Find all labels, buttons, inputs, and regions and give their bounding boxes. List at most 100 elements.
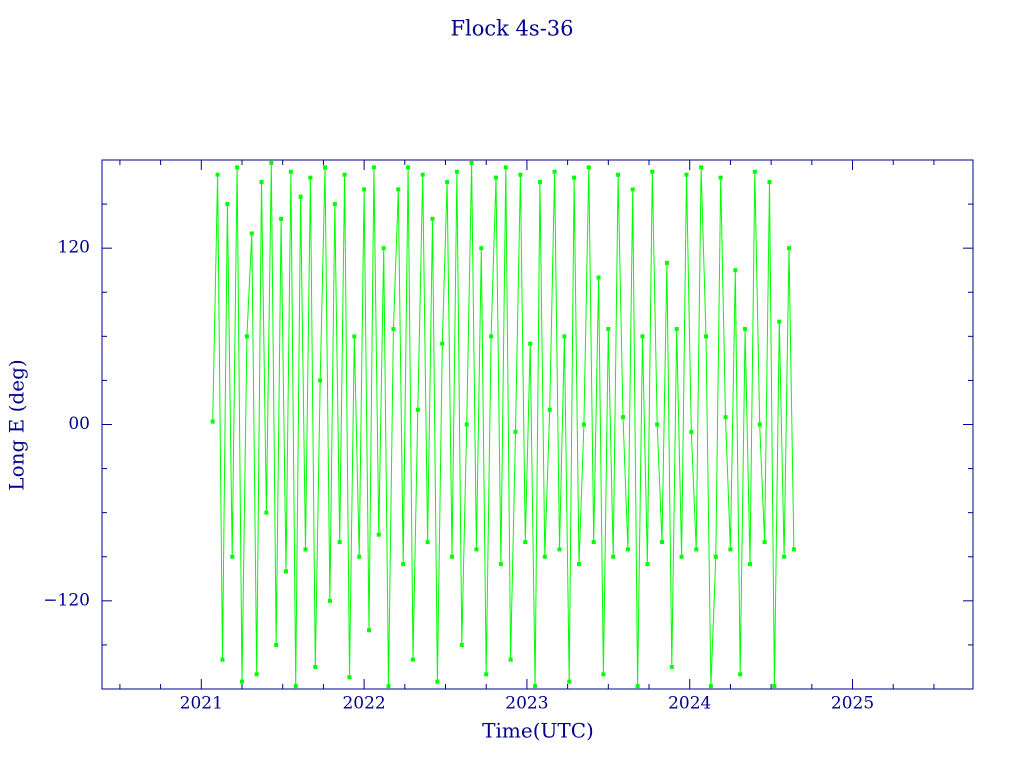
data-point — [567, 679, 572, 684]
data-point — [327, 598, 332, 603]
data-point — [791, 547, 796, 552]
data-point — [660, 540, 665, 545]
data-point — [747, 562, 752, 567]
data-point — [332, 202, 337, 207]
data-point — [655, 422, 660, 427]
data-point — [616, 172, 621, 177]
data-point — [366, 628, 371, 633]
data-point — [459, 642, 464, 647]
data-line — [212, 162, 795, 687]
data-point — [762, 540, 767, 545]
x-axis-label: Time(UTC) — [482, 719, 594, 743]
data-point — [518, 172, 523, 177]
data-point — [577, 562, 582, 567]
data-point — [581, 422, 586, 427]
y-axis-label: Long E (deg) — [5, 359, 29, 490]
data-point — [264, 510, 269, 515]
data-point — [542, 554, 547, 559]
x-tick-label: 2021 — [180, 694, 223, 714]
y-tick-label: −120 — [43, 590, 90, 610]
data-point — [674, 326, 679, 331]
x-tick-label: 2022 — [342, 694, 385, 714]
data-point — [640, 334, 645, 339]
data-point — [533, 684, 538, 689]
data-point — [454, 169, 459, 174]
data-point — [713, 554, 718, 559]
data-point — [303, 547, 308, 552]
y-tick-label: 120 — [58, 238, 90, 258]
data-point — [630, 187, 635, 192]
data-point — [757, 422, 762, 427]
data-point — [498, 562, 503, 567]
x-tick-label: 2023 — [505, 694, 548, 714]
data-point — [279, 216, 284, 221]
data-point — [274, 642, 279, 647]
data-point — [386, 684, 391, 689]
data-point — [406, 165, 411, 170]
data-point — [552, 169, 557, 174]
data-point — [547, 407, 552, 412]
data-point — [347, 675, 352, 680]
data-point — [244, 334, 249, 339]
data-point — [767, 180, 772, 185]
data-point — [787, 246, 792, 251]
data-point — [606, 326, 611, 331]
data-point — [323, 165, 328, 170]
data-point — [396, 187, 401, 192]
data-point — [283, 569, 288, 574]
data-point — [220, 657, 225, 662]
data-point — [743, 326, 748, 331]
data-point — [645, 562, 650, 567]
data-point — [210, 419, 215, 424]
data-point — [503, 165, 508, 170]
data-point — [420, 172, 425, 177]
data-point — [342, 172, 347, 177]
chart-title: Flock 4s-36 — [450, 17, 573, 41]
data-point — [357, 554, 362, 559]
data-point — [313, 664, 318, 669]
y-tick-label: 00 — [68, 414, 90, 434]
data-point — [259, 180, 264, 185]
data-point — [752, 169, 757, 174]
data-point — [689, 429, 694, 434]
data-point — [694, 547, 699, 552]
data-point — [777, 319, 782, 324]
data-point — [225, 202, 230, 207]
data-point — [479, 246, 484, 251]
data-point — [298, 194, 303, 199]
data-point — [240, 679, 245, 684]
data-point — [254, 672, 259, 677]
data-point — [376, 532, 381, 537]
data-point — [684, 172, 689, 177]
data-point — [435, 679, 440, 684]
data-point — [596, 275, 601, 280]
data-point — [738, 672, 743, 677]
data-point — [782, 554, 787, 559]
data-point — [513, 429, 518, 434]
data-point — [635, 684, 640, 689]
data-point — [733, 268, 738, 273]
data-point — [718, 175, 723, 180]
data-point — [371, 165, 376, 170]
data-point — [586, 165, 591, 170]
data-point — [562, 334, 567, 339]
data-point — [669, 664, 674, 669]
data-point — [381, 246, 386, 251]
x-tick-label: 2024 — [668, 694, 711, 714]
data-point — [474, 547, 479, 552]
data-point — [337, 540, 342, 545]
data-point — [445, 180, 450, 185]
data-point — [469, 160, 474, 165]
data-point — [362, 187, 367, 192]
data-point — [772, 684, 777, 689]
data-point — [249, 231, 254, 236]
data-point — [704, 334, 709, 339]
data-point — [235, 165, 240, 170]
data-point — [230, 554, 235, 559]
data-point — [401, 562, 406, 567]
data-point — [508, 657, 513, 662]
data-point — [625, 547, 630, 552]
data-point — [489, 334, 494, 339]
data-point — [450, 554, 455, 559]
